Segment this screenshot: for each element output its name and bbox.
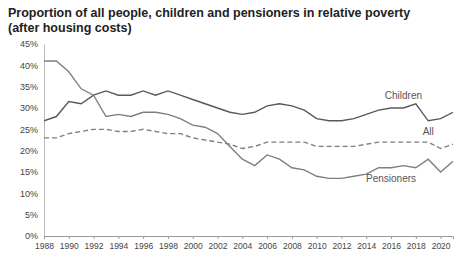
series-label: Children xyxy=(385,90,422,101)
x-tick: 2010 xyxy=(308,236,327,251)
x-tick: 1994 xyxy=(109,236,128,251)
series-line xyxy=(44,129,453,148)
x-tick-label: 2006 xyxy=(258,241,277,251)
x-tick-label: 1996 xyxy=(134,241,153,251)
x-tick-mark xyxy=(242,236,243,239)
x-tick-mark xyxy=(168,236,169,239)
x-tick-mark xyxy=(416,236,417,239)
x-tick-mark xyxy=(193,236,194,239)
y-tick-label: 0% xyxy=(25,231,38,241)
y-tick: 5% xyxy=(25,210,44,220)
x-tick-label: 1998 xyxy=(159,241,178,251)
y-tick-label: 45% xyxy=(20,39,38,49)
x-tick-label: 2020 xyxy=(432,241,451,251)
x-tick-mark xyxy=(317,236,318,239)
x-tick: 2008 xyxy=(283,236,302,251)
subtitle: (after housing costs) xyxy=(8,21,132,35)
x-tick-mark xyxy=(44,236,45,239)
x-tick: 2004 xyxy=(233,236,252,251)
y-axis-line xyxy=(44,45,45,237)
x-tick: 2020 xyxy=(432,236,451,251)
x-tick-label: 1994 xyxy=(109,241,128,251)
y-tick: 10% xyxy=(20,189,44,199)
plot-area xyxy=(44,61,453,178)
y-tick-label: 20% xyxy=(20,146,38,156)
y-tick: 35% xyxy=(20,82,44,92)
x-tick: 1998 xyxy=(159,236,178,251)
x-tick-mark xyxy=(341,236,342,239)
x-tick-mark xyxy=(94,236,95,239)
series-label: Pensioners xyxy=(366,173,416,184)
series-label: All xyxy=(423,126,434,137)
x-tick: 1990 xyxy=(60,236,79,251)
x-tick-mark xyxy=(218,236,219,239)
x-tick-label: 2000 xyxy=(184,241,203,251)
y-tick: 25% xyxy=(20,125,44,135)
x-tick-label: 1992 xyxy=(85,241,104,251)
x-tick: 2016 xyxy=(382,236,401,251)
x-tick-label: 2014 xyxy=(357,241,376,251)
x-tick-label: 2016 xyxy=(382,241,401,251)
x-tick-mark xyxy=(267,236,268,239)
series-labels: Children All Pensioners xyxy=(366,90,434,184)
y-tick-label: 40% xyxy=(20,61,38,71)
x-tick: 2000 xyxy=(184,236,203,251)
x-tick-mark xyxy=(366,236,367,239)
y-axis: 0% 5% 10% 15% 20% 25% 30% 35% 40% 45% xyxy=(20,39,45,241)
x-tick-label: 2008 xyxy=(283,241,302,251)
title: Proportion of all people, children and p… xyxy=(8,6,410,20)
x-tick: 1988 xyxy=(35,236,54,251)
x-tick-mark xyxy=(69,236,70,239)
x-tick-mark xyxy=(118,236,119,239)
x-tick-label: 2012 xyxy=(332,241,351,251)
x-tick-mark xyxy=(143,236,144,239)
series-line xyxy=(44,61,453,178)
y-tick: 45% xyxy=(20,39,44,49)
chart: Proportion of all people, children and p… xyxy=(0,0,465,272)
x-tick-label: 2018 xyxy=(407,241,426,251)
x-tick-mark xyxy=(441,236,442,239)
x-tick-label: 2002 xyxy=(209,241,228,251)
x-tick: 2014 xyxy=(357,236,376,251)
x-tick: 2002 xyxy=(209,236,228,251)
y-tick-label: 35% xyxy=(20,82,38,92)
y-tick-label: 25% xyxy=(20,125,38,135)
y-tick-label: 5% xyxy=(25,210,38,220)
y-tick: 40% xyxy=(20,61,44,71)
x-tick: 2012 xyxy=(332,236,351,251)
x-axis-line xyxy=(45,237,454,240)
x-tick: 2006 xyxy=(258,236,277,251)
x-tick-label: 2004 xyxy=(233,241,252,251)
y-tick-label: 10% xyxy=(20,189,38,199)
y-tick: 20% xyxy=(20,146,44,156)
x-axis: 1988 1990 1992 1994 1996 1998 2000 2002 2004 2006… xyxy=(35,236,453,251)
x-tick-label: 1988 xyxy=(35,241,54,251)
y-tick-label: 30% xyxy=(20,103,38,113)
x-tick: 1996 xyxy=(134,236,153,251)
x-tick-label: 1990 xyxy=(60,241,79,251)
x-tick-mark xyxy=(391,236,392,239)
x-tick-mark xyxy=(292,236,293,239)
x-tick: 2018 xyxy=(407,236,426,251)
y-tick: 0% xyxy=(25,231,44,241)
y-tick-label: 15% xyxy=(20,167,38,177)
y-tick: 15% xyxy=(20,167,44,177)
x-tick: 1992 xyxy=(85,236,104,251)
x-tick-label: 2010 xyxy=(308,241,327,251)
y-tick: 30% xyxy=(20,103,44,113)
